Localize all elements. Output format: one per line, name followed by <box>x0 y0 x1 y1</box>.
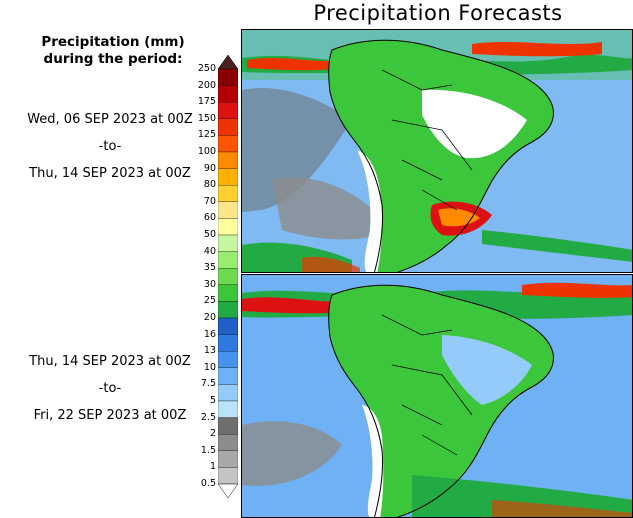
color-scale-tick-label: 20 <box>203 312 216 323</box>
dry-zone-southeast-pacific <box>272 177 392 240</box>
heavy-rain-north <box>242 297 352 314</box>
period-2-end: Fri, 22 SEP 2023 at 00Z <box>33 408 187 423</box>
color-scale-labels: 250 200 175 150 125 100 90 80 70 60 50 40 35 30 25 20 16… <box>193 55 216 498</box>
dry-zone-southeast-pacific <box>242 421 342 486</box>
color-scale-bin <box>218 384 238 402</box>
heavy-rain-northeast <box>472 42 602 57</box>
color-scale-bin <box>218 284 238 302</box>
color-scale-bin <box>218 268 238 285</box>
color-scale-tick-label: 1.5 <box>200 444 216 456</box>
color-scale-bin <box>218 118 238 136</box>
color-scale-bin <box>218 434 238 451</box>
color-scale-tick-label: 25 <box>203 295 216 307</box>
period-1-separator: -to- <box>98 139 122 154</box>
dry-zone-brazil <box>422 89 527 159</box>
color-scale-top-arrow <box>218 55 238 70</box>
color-scale-bin <box>218 135 238 153</box>
color-scale-bin <box>218 234 238 252</box>
color-scale-bin <box>218 301 238 319</box>
map-2-canvas <box>242 275 632 517</box>
atlantic-rain-band <box>482 230 632 262</box>
color-scale-bin <box>218 450 238 468</box>
map-1-canvas <box>242 30 632 272</box>
color-scale-tick-label: 70 <box>203 195 216 207</box>
color-scale-tick-label: 50 <box>203 229 216 240</box>
color-scale-tick-label: 150 <box>197 112 216 124</box>
country-borders <box>381 69 473 211</box>
period-2-start: Thu, 14 SEP 2023 at 00Z <box>29 354 191 369</box>
color-scale-tick-label: 200 <box>197 79 216 91</box>
period-2-separator: -to- <box>98 381 122 396</box>
color-scale-bin <box>218 317 238 335</box>
heavy-rain-northeast <box>522 282 632 298</box>
color-scale-bin <box>218 417 238 435</box>
color-scale-tick-label: 10 <box>203 361 216 373</box>
color-scale-tick-label: 80 <box>203 179 216 191</box>
atlantic-rain-core <box>492 500 632 517</box>
legend-heading-line2: during the period: <box>43 51 183 67</box>
page-title: Precipitation Forecasts <box>313 1 563 25</box>
color-scale-tick-label: 2.5 <box>200 411 216 423</box>
color-scale-tick-label: 5 <box>209 395 216 406</box>
coastline <box>328 284 554 517</box>
color-scale-tick-label: 7.5 <box>200 378 216 390</box>
heavy-rain-north <box>247 58 342 71</box>
color-scale-bin <box>218 102 238 119</box>
atlantic-rain-band <box>412 475 632 517</box>
color-scale-bin <box>218 400 238 418</box>
color-scale-tick-label: 60 <box>203 212 216 224</box>
precipitation-color-scale <box>218 55 238 498</box>
color-scale-tick-label: 175 <box>197 96 216 108</box>
legend-heading: Precipitation (mm) during the period: <box>30 34 196 68</box>
color-scale-bin <box>218 218 238 236</box>
coastline <box>328 39 554 272</box>
color-scale-bin <box>218 351 238 368</box>
precipitation-map-period-2 <box>241 274 633 518</box>
precipitation-map-period-1 <box>241 29 633 273</box>
color-scale-tick-label: 1 <box>209 461 216 473</box>
color-scale-tick-label: 250 <box>197 63 216 74</box>
color-scale-tick-label: 16 <box>203 328 216 340</box>
color-scale-tick-label: 100 <box>197 146 216 157</box>
color-scale-tick-label: 2 <box>209 428 216 440</box>
color-scale-tick-label: 30 <box>203 278 216 290</box>
color-scale-tick-label: 90 <box>203 162 216 174</box>
dry-zone-pacific <box>242 88 352 212</box>
color-scale-bin <box>218 68 238 86</box>
light-rain-brazil <box>442 335 532 405</box>
color-scale-bin <box>218 168 238 186</box>
color-scale-bin <box>218 201 238 219</box>
period-1-end: Thu, 14 SEP 2023 at 00Z <box>29 166 191 181</box>
legend-heading-line1: Precipitation (mm) <box>41 34 185 50</box>
color-scale-tick-label: 35 <box>203 262 216 274</box>
period-1-start: Wed, 06 SEP 2023 at 00Z <box>27 112 193 127</box>
period-1-label: Wed, 06 SEP 2023 at 00Z -to- Thu, 14 SEP… <box>0 112 220 193</box>
south-america-landmass <box>328 285 554 517</box>
color-scale-bin <box>218 251 238 269</box>
southern-front-core <box>302 256 360 272</box>
color-scale-tick-label: 0.5 <box>200 478 216 489</box>
color-scale-tick-label: 13 <box>203 345 216 357</box>
color-scale-tick-label: 125 <box>197 129 216 141</box>
color-scale-bin <box>218 334 238 352</box>
color-scale-bin <box>218 85 238 103</box>
color-scale-bin <box>218 367 238 385</box>
color-scale-bin <box>218 185 238 202</box>
color-scale-bottom-arrow <box>218 483 238 498</box>
color-scale-bin <box>218 467 238 485</box>
color-scale-bars <box>218 55 238 498</box>
south-america-landmass <box>328 40 554 272</box>
period-2-label: Thu, 14 SEP 2023 at 00Z -to- Fri, 22 SEP… <box>0 354 220 435</box>
country-borders <box>381 314 473 456</box>
color-scale-bin <box>218 151 238 169</box>
color-scale-tick-label: 40 <box>203 245 216 257</box>
